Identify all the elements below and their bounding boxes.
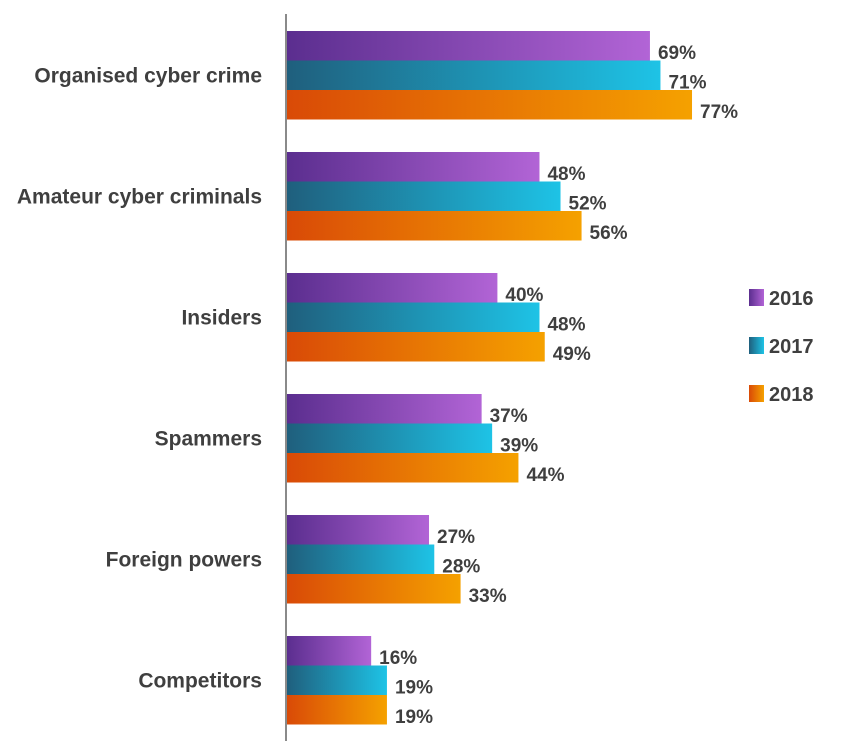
category-label-insiders: Insiders xyxy=(181,306,262,329)
value-label-spammers-2017: 39% xyxy=(500,435,538,456)
bar-insiders-2016 xyxy=(287,273,498,303)
value-label-foreign-powers-2016: 27% xyxy=(437,527,475,548)
category-label-amateur-cyber-criminals: Amateur cyber criminals xyxy=(17,185,262,208)
value-label-amateur-cyber-criminals-2016: 48% xyxy=(547,164,585,185)
value-label-foreign-powers-2018: 33% xyxy=(469,586,507,607)
bars xyxy=(287,31,693,725)
category-label-competitors: Competitors xyxy=(138,669,262,692)
value-label-competitors-2018: 19% xyxy=(395,707,433,728)
value-label-organised-cyber-crime-2018: 77% xyxy=(700,102,738,123)
legend-swatch-2017 xyxy=(749,337,764,354)
category-label-foreign-powers: Foreign powers xyxy=(106,548,262,571)
bar-organised-cyber-crime-2018 xyxy=(287,90,693,120)
value-label-insiders-2017: 48% xyxy=(547,314,585,335)
bar-foreign-powers-2017 xyxy=(287,544,435,574)
bar-insiders-2017 xyxy=(287,302,540,332)
bar-foreign-powers-2016 xyxy=(287,515,430,545)
value-labels: 69%71%77%48%52%56%40%48%49%37%39%44%27%2… xyxy=(379,43,738,728)
value-label-organised-cyber-crime-2016: 69% xyxy=(658,43,696,64)
bar-organised-cyber-crime-2017 xyxy=(287,60,661,90)
legend-swatch-2016 xyxy=(749,289,764,306)
legend-label-2016: 2016 xyxy=(769,288,814,310)
bar-spammers-2018 xyxy=(287,453,519,483)
bar-foreign-powers-2018 xyxy=(287,574,461,604)
value-label-insiders-2016: 40% xyxy=(505,285,543,306)
bar-competitors-2017 xyxy=(287,665,387,695)
value-label-organised-cyber-crime-2017: 71% xyxy=(668,72,706,93)
bar-competitors-2018 xyxy=(287,695,387,725)
value-label-insiders-2018: 49% xyxy=(553,344,591,365)
bar-organised-cyber-crime-2016 xyxy=(287,31,650,61)
value-label-spammers-2018: 44% xyxy=(526,465,564,486)
bar-spammers-2017 xyxy=(287,423,493,453)
legend-swatch-2018 xyxy=(749,385,764,402)
value-label-competitors-2017: 19% xyxy=(395,677,433,698)
value-label-amateur-cyber-criminals-2018: 56% xyxy=(590,223,628,244)
bar-competitors-2016 xyxy=(287,636,372,666)
category-labels: Organised cyber crime Amateur cyber crimi… xyxy=(17,64,262,692)
value-label-competitors-2016: 16% xyxy=(379,648,417,669)
legend-label-2017: 2017 xyxy=(769,336,814,358)
bar-amateur-cyber-criminals-2016 xyxy=(287,152,540,182)
category-label-spammers: Spammers xyxy=(155,427,262,450)
bar-insiders-2018 xyxy=(287,332,545,362)
bar-spammers-2016 xyxy=(287,394,482,424)
bar-amateur-cyber-criminals-2017 xyxy=(287,181,561,211)
bar-amateur-cyber-criminals-2018 xyxy=(287,211,582,241)
category-label-organised-cyber-crime: Organised cyber crime xyxy=(34,64,262,87)
value-label-amateur-cyber-criminals-2017: 52% xyxy=(569,193,607,214)
value-label-foreign-powers-2017: 28% xyxy=(442,556,480,577)
value-label-spammers-2016: 37% xyxy=(490,406,528,427)
legend-label-2018: 2018 xyxy=(769,384,814,406)
legend: 2016 2017 2018 xyxy=(749,288,814,406)
